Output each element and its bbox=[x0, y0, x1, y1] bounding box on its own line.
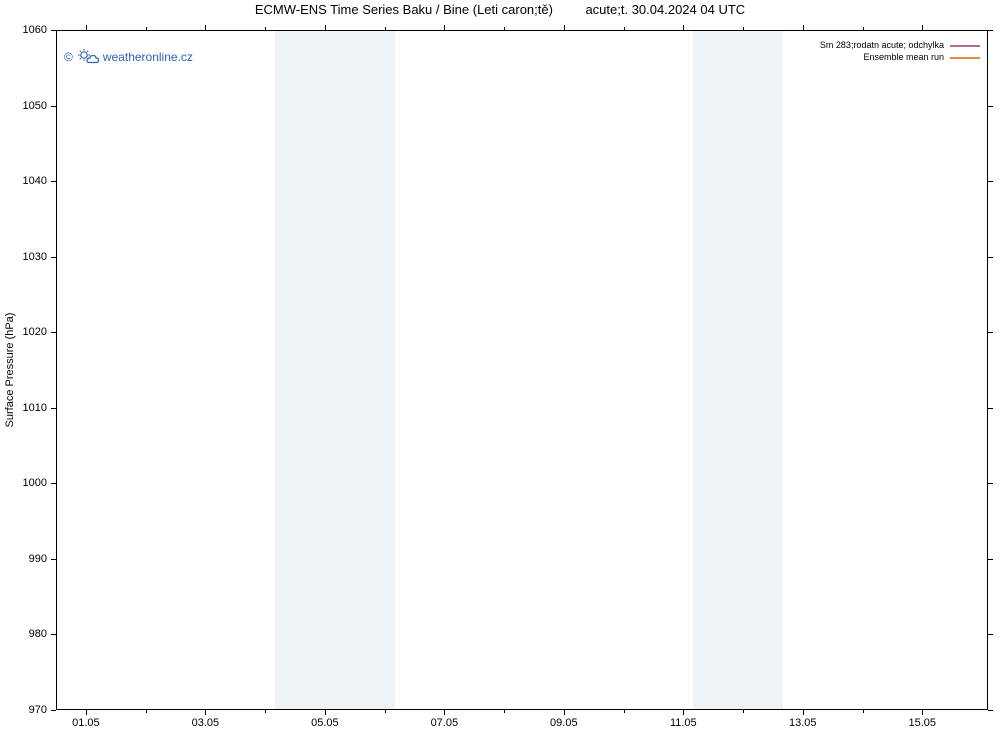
x-tick-mark bbox=[803, 25, 804, 30]
watermark-text: weatheronline.cz bbox=[103, 50, 193, 64]
y-tick-label: 990 bbox=[7, 553, 47, 565]
shaded-band bbox=[693, 31, 783, 709]
y-tick-mark bbox=[51, 257, 56, 258]
legend-swatch bbox=[950, 45, 980, 47]
x-minor-tick bbox=[624, 710, 625, 713]
x-tick-mark bbox=[325, 710, 326, 715]
legend-item: Sm 283;rodatn acute; odchylka bbox=[820, 40, 980, 52]
x-tick-mark bbox=[86, 25, 87, 30]
x-tick-mark bbox=[683, 25, 684, 30]
x-tick-label: 07.05 bbox=[431, 717, 459, 729]
x-tick-label: 01.05 bbox=[72, 717, 100, 729]
y-tick-mark bbox=[988, 634, 993, 635]
x-tick-mark bbox=[444, 710, 445, 715]
chart-title: ECMW-ENS Time Series Baku / Bine (Leti c… bbox=[0, 2, 1000, 17]
x-tick-mark bbox=[922, 25, 923, 30]
watermark: © weatheronline.cz bbox=[64, 48, 193, 66]
shaded-band bbox=[275, 31, 394, 709]
y-tick-mark bbox=[988, 408, 993, 409]
x-minor-tick bbox=[863, 27, 864, 30]
y-tick-mark bbox=[51, 483, 56, 484]
y-tick-mark bbox=[988, 483, 993, 484]
sun-cloud-icon bbox=[77, 48, 99, 66]
y-tick-mark bbox=[988, 710, 993, 711]
x-tick-label: 09.05 bbox=[550, 717, 578, 729]
y-tick-mark bbox=[988, 106, 993, 107]
y-tick-mark bbox=[51, 634, 56, 635]
x-minor-tick bbox=[265, 27, 266, 30]
x-minor-tick bbox=[146, 27, 147, 30]
y-tick-mark bbox=[988, 30, 993, 31]
y-tick-label: 1060 bbox=[7, 24, 47, 36]
y-tick-mark bbox=[51, 30, 56, 31]
x-tick-mark bbox=[444, 25, 445, 30]
plot-area bbox=[56, 30, 988, 710]
x-tick-mark bbox=[922, 710, 923, 715]
x-tick-mark bbox=[564, 710, 565, 715]
legend-item: Ensemble mean run bbox=[820, 52, 980, 64]
x-tick-label: 03.05 bbox=[192, 717, 220, 729]
legend-label: Ensemble mean run bbox=[863, 52, 944, 64]
copyright-symbol: © bbox=[64, 50, 73, 64]
y-tick-mark bbox=[988, 181, 993, 182]
y-tick-mark bbox=[51, 710, 56, 711]
x-tick-mark bbox=[803, 710, 804, 715]
y-tick-label: 1050 bbox=[7, 100, 47, 112]
x-tick-label: 15.05 bbox=[909, 717, 937, 729]
y-tick-label: 1020 bbox=[7, 326, 47, 338]
y-tick-mark bbox=[988, 332, 993, 333]
legend: Sm 283;rodatn acute; odchylkaEnsemble me… bbox=[820, 40, 980, 63]
x-minor-tick bbox=[385, 710, 386, 713]
x-minor-tick bbox=[504, 710, 505, 713]
y-tick-mark bbox=[988, 559, 993, 560]
y-tick-mark bbox=[51, 332, 56, 333]
y-tick-label: 980 bbox=[7, 628, 47, 640]
x-minor-tick bbox=[743, 27, 744, 30]
x-minor-tick bbox=[146, 710, 147, 713]
x-minor-tick bbox=[265, 710, 266, 713]
legend-label: Sm 283;rodatn acute; odchylka bbox=[820, 40, 944, 52]
x-tick-label: 11.05 bbox=[670, 717, 697, 729]
x-tick-mark bbox=[683, 710, 684, 715]
y-tick-mark bbox=[51, 181, 56, 182]
legend-swatch bbox=[950, 57, 980, 59]
chart-container: ECMW-ENS Time Series Baku / Bine (Leti c… bbox=[0, 0, 1000, 733]
x-minor-tick bbox=[624, 27, 625, 30]
x-minor-tick bbox=[385, 27, 386, 30]
y-tick-label: 1010 bbox=[7, 402, 47, 414]
y-tick-label: 970 bbox=[7, 704, 47, 716]
x-tick-mark bbox=[564, 25, 565, 30]
y-tick-mark bbox=[51, 408, 56, 409]
y-tick-mark bbox=[988, 257, 993, 258]
x-minor-tick bbox=[743, 710, 744, 713]
y-tick-label: 1030 bbox=[7, 251, 47, 263]
y-tick-mark bbox=[51, 559, 56, 560]
y-tick-label: 1040 bbox=[7, 175, 47, 187]
x-tick-mark bbox=[325, 25, 326, 30]
y-tick-mark bbox=[51, 106, 56, 107]
x-tick-mark bbox=[205, 25, 206, 30]
x-minor-tick bbox=[504, 27, 505, 30]
x-minor-tick bbox=[863, 710, 864, 713]
x-tick-label: 05.05 bbox=[311, 717, 339, 729]
x-tick-mark bbox=[86, 710, 87, 715]
x-tick-label: 13.05 bbox=[789, 717, 817, 729]
x-tick-mark bbox=[205, 710, 206, 715]
y-tick-label: 1000 bbox=[7, 477, 47, 489]
